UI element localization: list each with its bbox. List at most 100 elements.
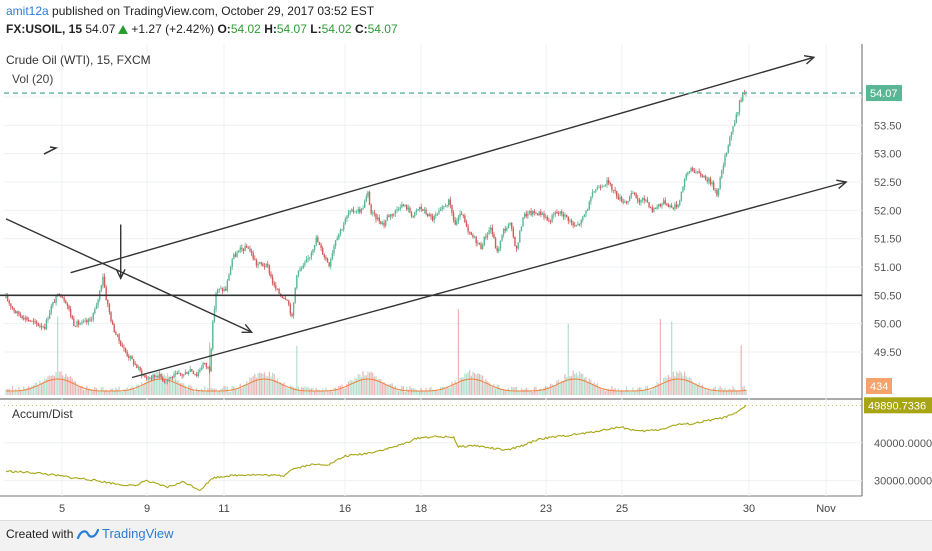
time-axis-tick: 16 <box>339 503 351 515</box>
volume-bar <box>330 389 332 395</box>
channel-lower-line[interactable] <box>131 181 847 379</box>
volume-bar <box>591 383 594 395</box>
candle-body <box>221 288 224 291</box>
volume-bar <box>464 373 466 395</box>
volume-bar <box>415 389 417 395</box>
candle-body <box>525 213 527 217</box>
volume-bar <box>553 385 555 395</box>
symbol-label[interactable]: FX:USOIL, 15 <box>6 22 83 36</box>
price-axis-tick: 53.00 <box>874 149 902 161</box>
volume-bar <box>234 389 237 395</box>
candle-body <box>557 213 560 214</box>
time-axis-tick: 30 <box>743 503 755 515</box>
volume-bar <box>218 390 220 395</box>
candle-body <box>646 199 649 203</box>
candle-body <box>58 293 61 296</box>
volume-bar <box>675 371 678 395</box>
volume-bar <box>141 381 143 395</box>
tradingview-logo-icon <box>77 528 99 540</box>
candle-body <box>333 245 335 254</box>
candle-body <box>436 213 439 215</box>
volume-bar <box>603 389 605 395</box>
volume-bar <box>629 391 631 395</box>
candle-body <box>37 323 40 326</box>
candle-body <box>191 369 193 372</box>
volume-bar <box>362 371 364 395</box>
candle-body <box>645 199 647 201</box>
candle-body <box>628 196 631 202</box>
volume-bar <box>541 390 544 395</box>
candle-body <box>71 315 73 319</box>
tradingview-link[interactable]: TradingView <box>102 526 174 541</box>
volume-bar <box>578 371 581 395</box>
candle-body <box>8 301 10 304</box>
volume-bar <box>289 385 291 395</box>
candle-body <box>10 303 12 307</box>
volume-bar <box>28 386 30 395</box>
candle-body <box>168 378 170 380</box>
volume-bar <box>179 383 182 395</box>
volume-bar <box>671 321 673 395</box>
volume-bar <box>113 390 115 395</box>
candle-body <box>506 228 508 231</box>
volume-bar <box>545 386 547 395</box>
candle-body <box>157 376 159 378</box>
open-label: O: <box>217 22 231 36</box>
volume-bar <box>734 388 736 395</box>
channel-lower-line-head <box>836 179 848 190</box>
volume-bar <box>391 383 393 395</box>
volume-bar <box>213 388 216 395</box>
volume-bar <box>708 389 710 395</box>
volume-bar <box>572 370 574 395</box>
volume-bar <box>378 378 380 395</box>
drawings[interactable] <box>0 54 862 379</box>
candle-body <box>142 375 145 376</box>
volume-bar <box>239 383 241 395</box>
volume-bar <box>233 386 235 395</box>
time-axis-tick: 23 <box>540 503 552 515</box>
candle-body <box>438 210 440 214</box>
volume-bar <box>50 375 52 395</box>
volume-bar <box>84 389 86 395</box>
candle-body <box>42 326 44 328</box>
candle-body <box>583 214 586 217</box>
chart-area[interactable]: 54.0053.5053.0052.5052.0051.5051.0050.50… <box>0 44 932 520</box>
candle-body <box>126 352 128 356</box>
ad-axis-tick: 30000.0000 <box>874 476 932 488</box>
candle-body <box>399 207 401 209</box>
time-axis-tick: 25 <box>616 503 628 515</box>
volume-bar <box>582 373 584 395</box>
candle-body <box>551 215 553 222</box>
candle-body <box>494 238 497 249</box>
volume-bar <box>183 383 185 395</box>
volume-bar <box>701 384 703 395</box>
volume-bar <box>338 385 340 395</box>
candle-body <box>716 190 718 196</box>
volume-bar <box>491 386 493 395</box>
volume-bar <box>465 374 468 395</box>
candle-body <box>733 122 736 127</box>
volume-bar <box>419 391 421 395</box>
downtrend-arrow-line[interactable] <box>5 218 252 333</box>
candle-body <box>262 263 264 266</box>
downtrend-arrow-line-head <box>241 323 254 334</box>
volume-bar <box>128 390 130 395</box>
volume-bar <box>457 309 460 395</box>
volume-bar <box>716 391 718 395</box>
volume-bar <box>705 388 707 395</box>
volume-bar <box>229 391 232 395</box>
volume-bar <box>187 384 190 395</box>
candle-body <box>410 212 413 216</box>
candle-body <box>538 211 540 216</box>
author-link[interactable]: amit12a <box>6 4 49 18</box>
candle-body <box>321 247 324 255</box>
candle-body <box>208 366 211 372</box>
volume-bar <box>241 388 243 395</box>
volume-bar <box>588 378 590 395</box>
volume-bar <box>398 390 400 395</box>
volume-bar <box>322 388 324 395</box>
volume-bar <box>482 375 484 395</box>
candle-body <box>158 373 161 378</box>
candle-body <box>228 275 230 281</box>
volume-bar <box>498 384 500 395</box>
